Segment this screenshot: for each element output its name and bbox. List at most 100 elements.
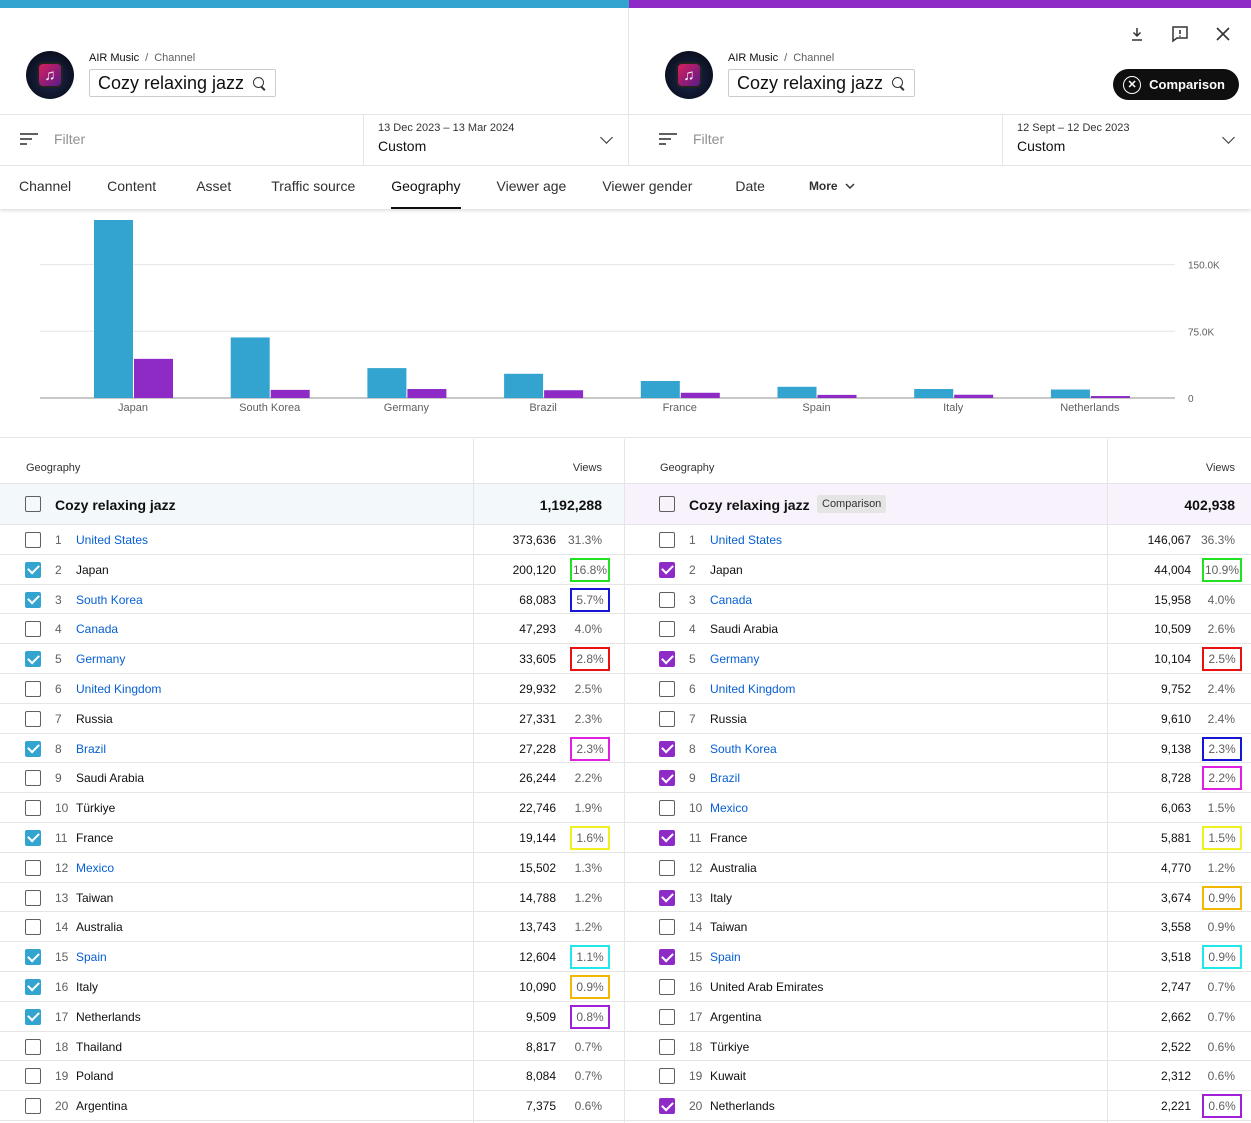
tab-asset[interactable]: Asset bbox=[196, 178, 232, 194]
table-row[interactable]: 9 Saudi Arabia 26,244 2.2% bbox=[0, 763, 624, 794]
table-row[interactable]: 10 Türkiye 22,746 1.9% bbox=[0, 793, 624, 823]
table-row[interactable]: 13 Taiwan 14,788 1.2% bbox=[0, 883, 624, 913]
row-checkbox[interactable] bbox=[25, 829, 41, 846]
table-row[interactable]: 19 Kuwait 2,312 0.6% bbox=[624, 1061, 1251, 1092]
country-name[interactable]: United States bbox=[710, 533, 783, 547]
row-checkbox[interactable] bbox=[659, 800, 675, 817]
table-row[interactable]: 2 Japan 44,004 10.9% bbox=[624, 555, 1251, 585]
row-checkbox[interactable] bbox=[659, 829, 675, 846]
breadcrumb-owner[interactable]: AIR Music bbox=[89, 52, 140, 64]
table-row[interactable]: 3 South Korea 68,083 5.7% bbox=[0, 585, 624, 615]
row-checkbox[interactable] bbox=[25, 978, 41, 995]
country-name[interactable]: United Kingdom bbox=[76, 681, 162, 696]
table-row[interactable]: 16 United Arab Emirates 2,747 0.7% bbox=[624, 972, 1251, 1002]
table-row[interactable]: 1 United States 373,636 31.3% bbox=[0, 525, 624, 555]
bar-comparison[interactable] bbox=[817, 394, 857, 398]
bar-comparison[interactable] bbox=[680, 392, 720, 398]
table-row[interactable]: 3 Canada 15,958 4.0% bbox=[624, 585, 1251, 615]
row-checkbox[interactable] bbox=[25, 1098, 41, 1115]
row-checkbox[interactable] bbox=[25, 1008, 41, 1025]
country-name[interactable]: Germany bbox=[710, 652, 760, 667]
row-checkbox[interactable] bbox=[25, 651, 41, 668]
table-row[interactable]: 17 Argentina 2,662 0.7% bbox=[624, 1002, 1251, 1032]
tab-viewer-gender[interactable]: Viewer gender bbox=[602, 178, 693, 194]
channel-picker[interactable]: Cozy relaxing jazz bbox=[89, 69, 277, 97]
tab-geography[interactable]: Geography bbox=[391, 166, 461, 209]
table-row[interactable]: 5 Germany 33,605 2.8% bbox=[0, 644, 624, 674]
row-checkbox[interactable] bbox=[25, 1068, 41, 1085]
row-checkbox[interactable] bbox=[659, 1068, 675, 1085]
table-row[interactable]: 7 Russia 9,610 2.4% bbox=[624, 704, 1251, 734]
bar-primary[interactable] bbox=[914, 389, 954, 398]
row-checkbox[interactable] bbox=[25, 532, 41, 548]
channel-picker[interactable]: Cozy relaxing jazz bbox=[728, 69, 916, 97]
column-geography[interactable]: Geography bbox=[26, 462, 81, 474]
row-checkbox[interactable] bbox=[659, 561, 675, 578]
bar-primary[interactable] bbox=[640, 380, 680, 398]
row-checkbox[interactable] bbox=[25, 859, 41, 876]
tab-content[interactable]: Content bbox=[107, 178, 157, 194]
row-checkbox[interactable] bbox=[659, 978, 675, 995]
select-all-checkbox[interactable] bbox=[659, 496, 675, 512]
tab-date[interactable]: Date bbox=[735, 178, 765, 194]
row-checkbox[interactable] bbox=[659, 859, 675, 876]
table-row[interactable]: 14 Taiwan 3,558 0.9% bbox=[624, 912, 1251, 943]
table-row[interactable]: 2 Japan 200,120 16.8% bbox=[0, 555, 624, 585]
bar-comparison[interactable] bbox=[270, 389, 310, 398]
table-row[interactable]: 5 Germany 10,104 2.5% bbox=[624, 644, 1251, 674]
row-checkbox[interactable] bbox=[659, 770, 675, 787]
row-checkbox[interactable] bbox=[25, 621, 41, 638]
tab-channel[interactable]: Channel bbox=[19, 178, 72, 194]
table-row[interactable]: 4 Canada 47,293 4.0% bbox=[0, 614, 624, 645]
bar-primary[interactable] bbox=[230, 337, 270, 398]
row-checkbox[interactable] bbox=[659, 1098, 675, 1115]
country-name[interactable]: South Korea bbox=[76, 592, 143, 607]
bar-comparison[interactable] bbox=[407, 389, 447, 398]
table-row[interactable]: 1 United States 146,067 36.3% bbox=[624, 525, 1251, 555]
search-icon[interactable] bbox=[891, 76, 906, 91]
table-row[interactable]: 6 United Kingdom 29,932 2.5% bbox=[0, 674, 624, 704]
row-checkbox[interactable] bbox=[659, 710, 675, 727]
row-checkbox[interactable] bbox=[25, 889, 41, 906]
table-row[interactable]: 15 Spain 3,518 0.9% bbox=[624, 942, 1251, 972]
country-name[interactable]: Mexico bbox=[76, 860, 115, 875]
row-checkbox[interactable] bbox=[659, 740, 675, 757]
breadcrumb-owner[interactable]: AIR Music bbox=[728, 52, 779, 64]
row-checkbox[interactable] bbox=[25, 591, 41, 608]
row-checkbox[interactable] bbox=[25, 919, 41, 936]
bar-primary[interactable] bbox=[504, 373, 544, 398]
date-range-selector[interactable]: 12 Sept – 12 Dec 2023 Custom bbox=[1002, 115, 1251, 165]
table-row[interactable]: 9 Brazil 8,728 2.2% bbox=[624, 763, 1251, 794]
column-views[interactable]: Views bbox=[572, 462, 602, 474]
country-name[interactable]: South Korea bbox=[710, 741, 777, 756]
table-row[interactable]: 11 France 5,881 1.5% bbox=[624, 823, 1251, 853]
row-checkbox[interactable] bbox=[659, 889, 675, 906]
tab-traffic-source[interactable]: Traffic source bbox=[271, 178, 356, 194]
row-checkbox[interactable] bbox=[659, 919, 675, 936]
row-checkbox[interactable] bbox=[659, 532, 675, 548]
tab-more[interactable]: More bbox=[809, 166, 855, 209]
country-name[interactable]: Brazil bbox=[76, 741, 107, 756]
table-row[interactable]: 12 Mexico 15,502 1.3% bbox=[0, 853, 624, 883]
table-row[interactable]: 18 Türkiye 2,522 0.6% bbox=[624, 1032, 1251, 1062]
table-row[interactable]: 10 Mexico 6,063 1.5% bbox=[624, 793, 1251, 823]
filter-input[interactable]: Filter bbox=[20, 131, 85, 147]
table-row[interactable]: 6 United Kingdom 9,752 2.4% bbox=[624, 674, 1251, 704]
row-checkbox[interactable] bbox=[25, 680, 41, 697]
table-row[interactable]: 12 Australia 4,770 1.2% bbox=[624, 853, 1251, 883]
column-geography[interactable]: Geography bbox=[660, 462, 715, 474]
country-name[interactable]: Spain bbox=[76, 950, 107, 965]
tab-viewer-age[interactable]: Viewer age bbox=[496, 178, 567, 194]
table-row[interactable]: 13 Italy 3,674 0.9% bbox=[624, 883, 1251, 913]
row-checkbox[interactable] bbox=[25, 1038, 41, 1055]
table-row[interactable]: 16 Italy 10,090 0.9% bbox=[0, 972, 624, 1002]
row-checkbox[interactable] bbox=[25, 561, 41, 578]
table-row[interactable]: 17 Netherlands 9,509 0.8% bbox=[0, 1002, 624, 1032]
bar-primary[interactable] bbox=[777, 386, 817, 398]
search-icon[interactable] bbox=[252, 76, 267, 91]
row-checkbox[interactable] bbox=[659, 591, 675, 608]
feedback-icon[interactable] bbox=[1168, 22, 1192, 46]
table-row[interactable]: 15 Spain 12,604 1.1% bbox=[0, 942, 624, 972]
row-checkbox[interactable] bbox=[659, 621, 675, 638]
row-checkbox[interactable] bbox=[25, 740, 41, 757]
